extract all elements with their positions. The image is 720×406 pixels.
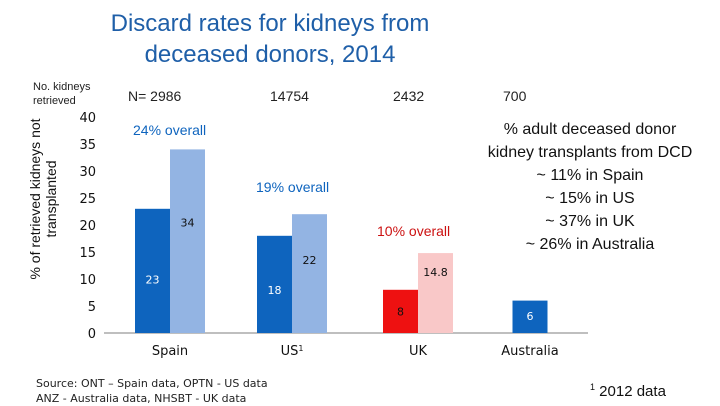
y-tick-label: 5: [88, 300, 96, 315]
title-line-2: deceased donors, 2014: [144, 41, 396, 68]
bar-uk-pink: [418, 253, 453, 333]
y-tick-label: 10: [79, 273, 96, 288]
bar-spain-dark: [135, 208, 170, 333]
source-line-2: ANZ - Australia data, NHSBT - UK data: [36, 392, 247, 405]
source-line-1: Source: ONT – Spain data, OPTN - US data: [36, 377, 268, 390]
n-label-line-2: retrieved: [33, 95, 76, 107]
bar-us-light: [292, 214, 327, 333]
chart-title: Discard rates for kidneys from deceased …: [60, 8, 480, 70]
dcd-note-line: kidney transplants from DCD: [487, 144, 693, 161]
bar-value-label: 6: [527, 310, 534, 323]
y-tick-label: 20: [79, 219, 96, 234]
bar-spain-light: [170, 149, 205, 333]
x-tick-superscript: 1: [298, 344, 303, 353]
footnote-text: 2012 data: [595, 383, 666, 400]
n-value-us: 14754: [270, 88, 309, 104]
source-note: Source: ONT – Spain data, OPTN - US data…: [36, 376, 268, 406]
dcd-note-line: ~ 37% in UK: [545, 213, 635, 230]
y-tick-label: 25: [79, 192, 96, 207]
bar-value-label: 14.8: [423, 266, 448, 279]
bar-value-label: 22: [303, 254, 317, 267]
bar-uk-red: [383, 289, 418, 333]
title-line-1: Discard rates for kidneys from: [110, 10, 430, 37]
overall-annotation-spain: 24% overall: [133, 122, 206, 138]
overall-annotation-uk: 10% overall: [377, 223, 450, 239]
footnote-mark: 1: [590, 382, 596, 392]
dcd-note: % adult deceased donor kidney transplant…: [460, 118, 720, 256]
y-tick-label: 35: [79, 138, 96, 153]
bar-us-dark: [257, 235, 292, 333]
y-tick-label: 40: [79, 111, 96, 126]
dcd-note-line: ~ 15% in US: [545, 190, 635, 207]
x-tick-label: UK: [409, 344, 428, 359]
n-value-australia: 700: [503, 88, 527, 104]
bar-australia-dark: [512, 300, 548, 333]
bar-value-label: 18: [268, 284, 282, 297]
overall-annotation-us: 19% overall: [256, 179, 329, 195]
y-tick-label: 30: [79, 165, 96, 180]
x-tick-label: US1: [281, 344, 304, 360]
x-tick-label: Australia: [501, 344, 559, 359]
bar-value-label: 34: [181, 217, 195, 230]
y-tick-label: 0: [88, 327, 96, 342]
bar-value-label: 8: [397, 306, 404, 319]
x-tick-label: Spain: [152, 344, 188, 359]
dcd-note-line: ~ 26% in Australia: [525, 236, 655, 253]
dcd-note-line: ~ 11% in Spain: [536, 167, 644, 184]
bar-value-label: 23: [146, 273, 160, 286]
n-label: No. kidneys retrieved: [33, 80, 90, 108]
footnote: 1 2012 data: [590, 382, 666, 400]
y-tick-label: 15: [79, 246, 96, 261]
n-value-spain: N= 2986: [128, 88, 182, 104]
dcd-note-line: % adult deceased donor: [503, 121, 677, 138]
n-value-uk: 2432: [393, 88, 425, 104]
n-label-line-1: No. kidneys: [33, 81, 91, 93]
